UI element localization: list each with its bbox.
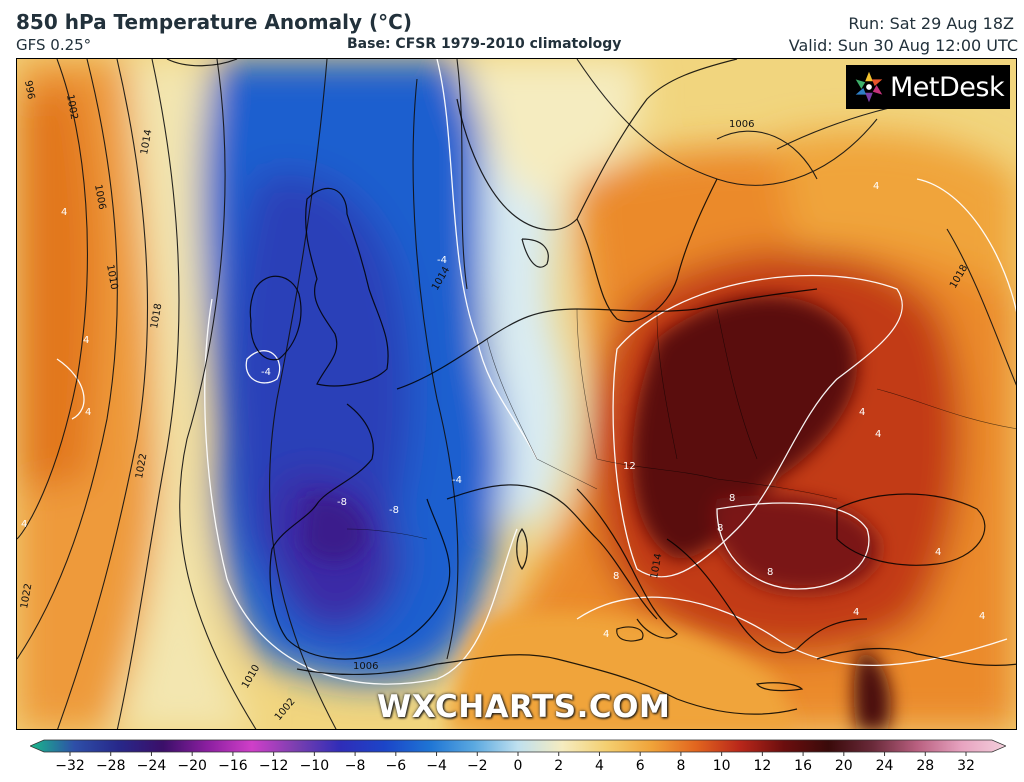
model-label: GFS 0.25° <box>16 36 92 54</box>
colorbar-tick-label: 20 <box>834 758 853 774</box>
anomaly-labels: 4 4 4 4 -4 -4 -8 -8 -4 4 8 8 8 8 12 4 4 … <box>21 181 985 640</box>
colorbar-tick-label: 16 <box>794 758 812 774</box>
anomaly-label: 4 <box>875 429 881 440</box>
anomaly-label: 4 <box>83 335 89 346</box>
colorbar-tick-label: −6 <box>385 758 407 774</box>
isobar-label: 1022 <box>19 583 34 610</box>
chart-header: 850 hPa Temperature Anomaly (°C) GFS 0.2… <box>0 0 1024 58</box>
colorbar-tick-label: −20 <box>177 758 207 774</box>
metdesk-logo: MetDesk <box>846 65 1010 109</box>
run-time-label: Run: Sat 29 Aug 18Z <box>848 14 1014 33</box>
isobar-label: 1006 <box>353 661 378 672</box>
isobar-label: 1006 <box>92 184 107 211</box>
chart-title: 850 hPa Temperature Anomaly (°C) <box>16 10 412 34</box>
colorbar-tick-label: −16 <box>218 758 248 774</box>
anomaly-label: 8 <box>613 571 619 582</box>
anomaly-label: 4 <box>859 407 865 418</box>
colorbar-gradient <box>28 739 1008 756</box>
anomaly-label: -4 <box>452 475 462 486</box>
anomaly-label: 4 <box>85 407 91 418</box>
anomaly-label: 4 <box>21 519 27 530</box>
colorbar-tick-label: −10 <box>299 758 330 774</box>
anomaly-label: 12 <box>623 461 636 472</box>
anomaly-label: 8 <box>717 523 723 534</box>
climatology-base-label: Base: CFSR 1979-2010 climatology <box>347 36 622 52</box>
colorbar-tick-label: 24 <box>875 758 894 774</box>
colorbar-tick-label: −28 <box>95 758 126 774</box>
colorbar-tick-label: 12 <box>753 758 772 774</box>
isobar-label: 1006 <box>729 119 754 130</box>
colorbar-tick-label: 8 <box>676 758 686 774</box>
colorbar-tick-label: 32 <box>957 758 975 774</box>
metdesk-logo-icon <box>855 71 883 103</box>
colorbar-tick-label: −32 <box>55 758 85 774</box>
anomaly-label: 4 <box>603 629 609 640</box>
anomaly-label: -4 <box>261 367 271 378</box>
colorbar-tick-label: 2 <box>554 758 564 774</box>
anomaly-label: 8 <box>767 567 773 578</box>
isobar-label: 1002 <box>64 94 79 121</box>
anomaly-label: 4 <box>873 181 879 192</box>
colorbar-tick-label: 6 <box>635 758 645 774</box>
colorbar-tick-label: −24 <box>136 758 167 774</box>
anomaly-label: 4 <box>853 607 859 618</box>
colorbar-tick-label: −2 <box>466 758 488 774</box>
valid-time-label: Valid: Sun 30 Aug 12:00 UTC <box>788 36 1018 55</box>
anomaly-label: 4 <box>935 547 941 558</box>
logo-text: MetDesk <box>890 71 1005 103</box>
map-canvas: 996 1002 1006 1010 1014 1018 1022 1022 1… <box>17 59 1016 729</box>
colorbar-tick-label: −8 <box>344 758 366 774</box>
isobar-label: 996 <box>22 80 36 101</box>
colorbar-tick-label: 0 <box>513 758 523 774</box>
colorbar-tick-label: 28 <box>916 758 935 774</box>
isobar-label: 1014 <box>139 129 154 156</box>
colorbar-tick-label: −4 <box>426 758 447 774</box>
colorbar-bar <box>28 739 1008 753</box>
anomaly-map: 996 1002 1006 1010 1014 1018 1022 1022 1… <box>16 58 1017 730</box>
anomaly-label: -4 <box>437 255 447 266</box>
isobar-label: 1018 <box>149 303 164 330</box>
colorbar: −32 −28 −24 −20 −16 −12 −10 −8 −6 −4 −2 0 2 4 6 8 10 12 16… <box>28 736 1008 782</box>
isobar-label: 1010 <box>104 264 119 291</box>
anomaly-label: -8 <box>389 505 399 516</box>
colorbar-tick-label: 4 <box>594 758 604 774</box>
wxcharts-watermark: WXCHARTS.COM <box>377 689 671 725</box>
colorbar-tick-label: 10 <box>712 758 731 774</box>
anomaly-label: 8 <box>729 493 735 504</box>
colorbar-tick-label: −12 <box>258 758 289 774</box>
anomaly-label: -8 <box>337 497 347 508</box>
isobar-label: 1014 <box>649 553 664 580</box>
anomaly-label: 4 <box>61 207 67 218</box>
anomaly-label: 4 <box>979 611 985 622</box>
isobar-label: 1022 <box>134 453 149 480</box>
